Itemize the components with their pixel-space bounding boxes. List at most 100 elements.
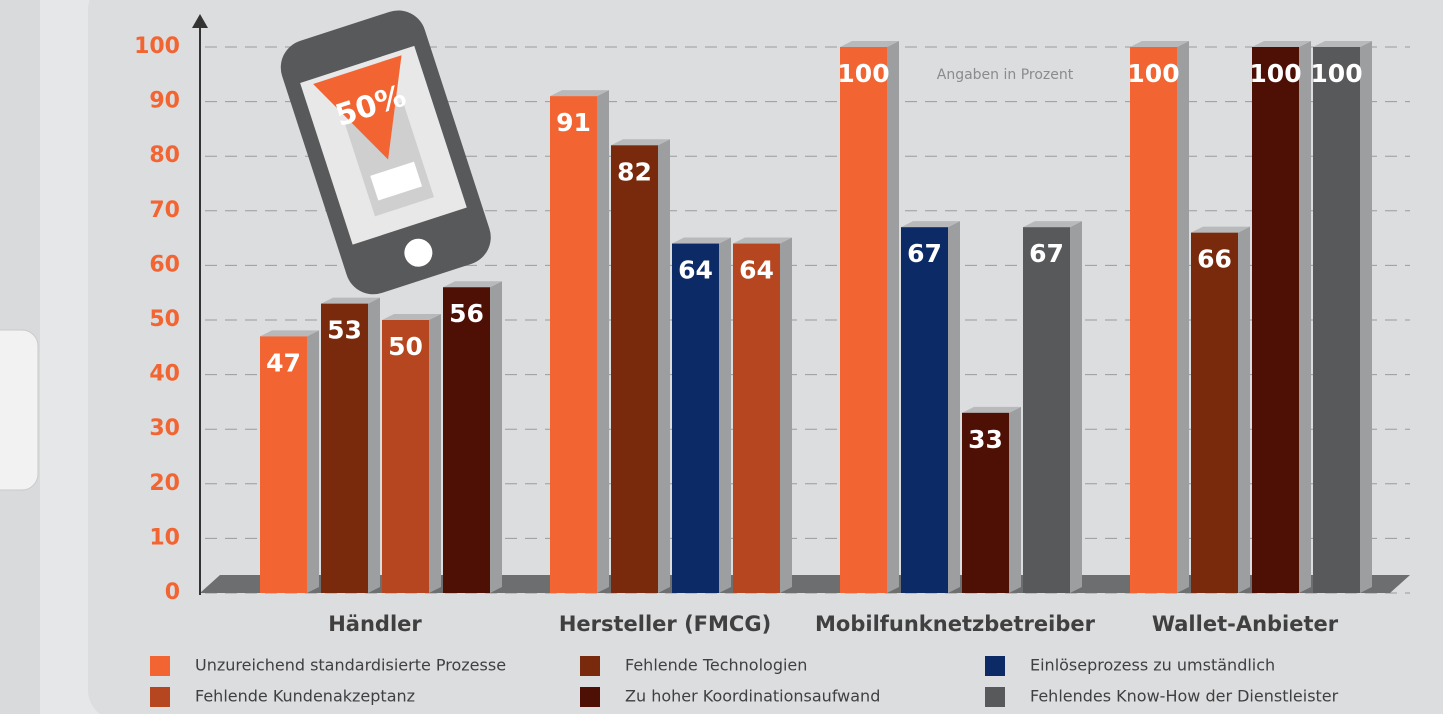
y-tick-label: 50: [149, 307, 180, 332]
bar-side: [1299, 41, 1311, 593]
phone-button: [404, 238, 433, 267]
bar: [1313, 47, 1360, 593]
legend-swatch: [150, 687, 170, 707]
value-label: 100: [1310, 59, 1362, 88]
bar-side: [719, 237, 731, 593]
legend-swatch: [985, 656, 1005, 676]
barcode: [370, 161, 423, 201]
bar: [1023, 227, 1070, 593]
value-label: 67: [907, 239, 942, 268]
value-label: 100: [1249, 59, 1301, 88]
floor: [200, 575, 1410, 593]
bar: [962, 412, 1009, 593]
bar-top: [1191, 226, 1250, 233]
value-label: 56: [449, 299, 484, 328]
value-label: 100: [837, 59, 889, 88]
bar: [1191, 232, 1238, 593]
y-tick-label: 90: [149, 89, 180, 114]
value-label: 33: [968, 425, 1003, 454]
y-tick-label: 20: [149, 471, 180, 496]
bar-side: [490, 281, 502, 593]
bar-top: [672, 237, 731, 244]
bar-top: [550, 90, 609, 97]
bar: [443, 287, 490, 593]
legend-swatch: [580, 687, 600, 707]
bar: [672, 243, 719, 593]
y-tick-label: 10: [149, 525, 180, 550]
bar-side: [948, 221, 960, 593]
bar: [550, 96, 597, 593]
value-label: 47: [266, 348, 301, 377]
value-label: 50: [388, 332, 423, 361]
phone-illustration: 50%: [280, 10, 491, 295]
annotation: Angaben in Prozent: [937, 67, 1074, 83]
value-label: 66: [1197, 245, 1232, 274]
value-label: 67: [1029, 239, 1064, 268]
bar: [1130, 47, 1177, 593]
value-label: 64: [678, 256, 713, 285]
y-tick-label: 60: [149, 252, 180, 277]
bar-top: [1023, 221, 1082, 228]
bar-side: [368, 297, 380, 593]
bar-side: [658, 139, 670, 593]
legend-label: Unzureichend standardisierte Prozesse: [195, 656, 506, 675]
bar-top: [321, 297, 380, 304]
legend-label: Fehlendes Know-How der Dienstleister: [1030, 687, 1339, 706]
bar-top: [733, 237, 792, 244]
bar: [733, 243, 780, 593]
bar-top: [1313, 41, 1372, 47]
y-axis-arrow: [192, 14, 208, 28]
bar-top: [840, 41, 899, 47]
price-tag: [313, 55, 402, 160]
y-tick-label: 70: [149, 198, 180, 223]
bar: [1252, 47, 1299, 593]
bar-side: [1360, 41, 1372, 593]
value-label: 91: [556, 108, 591, 137]
legend-swatch: [580, 656, 600, 676]
legend-swatch: [150, 656, 170, 676]
bar: [840, 47, 887, 593]
side-tab: [0, 329, 39, 491]
legend-label: Fehlende Kundenakzeptanz: [195, 687, 415, 706]
y-tick-label: 100: [134, 34, 180, 59]
bar: [611, 145, 658, 593]
value-label: 100: [1127, 59, 1179, 88]
y-tick-label: 30: [149, 416, 180, 441]
value-label: 82: [617, 157, 652, 186]
bar: [901, 227, 948, 593]
legend-label: Zu hoher Koordinationsaufwand: [625, 687, 880, 706]
bar-side: [307, 330, 319, 593]
bar-side: [1238, 226, 1250, 593]
x-tick-label: Wallet-Anbieter: [1152, 612, 1339, 636]
bar-side: [1070, 221, 1082, 593]
bar-top: [382, 314, 441, 320]
x-tick-label: Händler: [328, 612, 422, 636]
legend-label: Einlöseprozess zu umständlich: [1030, 656, 1275, 675]
bar-side: [1177, 41, 1189, 593]
bar: [382, 320, 429, 593]
bar-side: [429, 314, 441, 593]
x-tick-label: Mobilfunknetzbetreiber: [815, 612, 1096, 636]
bar-top: [962, 406, 1021, 413]
bar-top: [901, 221, 960, 228]
y-tick-label: 0: [165, 580, 180, 605]
bar-side: [597, 90, 609, 593]
bar-top: [1130, 41, 1189, 47]
value-label: 64: [739, 256, 774, 285]
bar: [321, 303, 368, 593]
bar-side: [1009, 406, 1021, 593]
x-tick-label: Hersteller (FMCG): [559, 612, 771, 636]
legend-swatch: [985, 687, 1005, 707]
bar-top: [611, 139, 670, 146]
bar-top: [443, 281, 502, 288]
value-label: 53: [327, 316, 362, 345]
y-tick-label: 80: [149, 143, 180, 168]
legend-label: Fehlende Technologien: [625, 656, 807, 675]
bar-side: [780, 237, 792, 593]
bar-top: [1252, 41, 1311, 47]
y-tick-label: 40: [149, 362, 180, 387]
bar-side: [887, 41, 899, 593]
bar: [260, 336, 307, 593]
bar-top: [260, 330, 319, 337]
